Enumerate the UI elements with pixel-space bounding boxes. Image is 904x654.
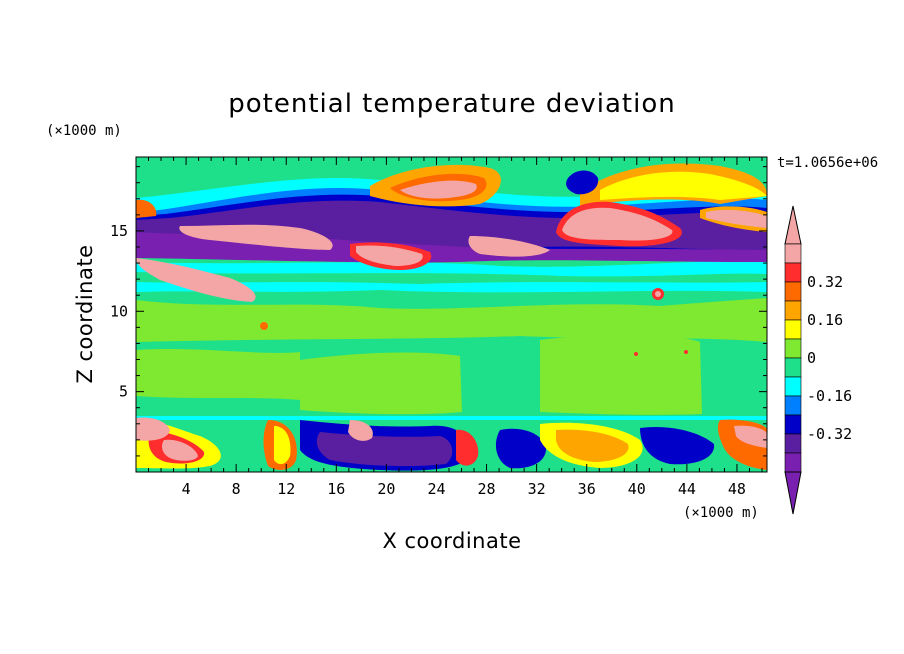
x-tick-label: 20 [377,480,395,498]
colorbar-swatch [784,281,802,302]
pink-lower-3 [348,420,373,441]
speck-4 [684,350,688,354]
red-lower-4 [456,429,479,466]
x-tick-label: 32 [528,480,546,498]
x-tick-label: 28 [478,480,496,498]
contour-field [136,157,767,472]
pink-filament-4 [468,236,550,257]
y-tick-label: 10 [110,302,128,320]
speck-2 [260,322,268,330]
colorbar-label: 0 [807,349,816,367]
colorbar-swatch [784,357,802,378]
colorbar-swatch [784,452,802,473]
x-tick-label: 40 [628,480,646,498]
y-unit-label: (×1000 m) [46,123,122,139]
speck-1-core [655,291,661,297]
pink-blob-upper-3 [562,207,673,241]
green-patch-right [540,334,702,415]
orange-left-edge [136,199,157,218]
colorbar-swatch [784,414,802,435]
colorbar-swatch [784,433,802,454]
navy-lower-6 [640,426,715,465]
colorbar-swatch [784,319,802,340]
pink-lower-edge [136,417,170,441]
colorbar-label: -0.16 [807,387,852,405]
cyan-line-low [136,416,767,420]
pink-filament-3 [356,245,423,266]
colorbar: 0.32 0.16 0 -0.16 -0.32 [784,205,852,515]
colorbar-swatch [784,338,802,359]
time-label: t=1.0656e+06 [777,155,878,171]
x-tick-label: 44 [678,480,696,498]
x-tick-label: 48 [728,480,746,498]
colorbar-label: 0.16 [807,311,843,329]
pink-blob-upper-1 [400,180,477,199]
purple-lower-3 [316,432,453,467]
x-tick-label: 16 [327,480,345,498]
green-stripe [136,272,767,284]
green-patch-center [300,352,462,415]
speck-3 [634,352,638,356]
pink-filament-1 [179,224,333,250]
pink-filament-2 [136,258,256,302]
x-tick-label: 36 [578,480,596,498]
yellow-lower-2 [274,426,291,465]
navy-lower-4 [495,428,547,469]
colorbar-swatch [784,395,802,416]
pink-lower-7 [734,425,767,448]
colorbar-swatch [784,376,802,397]
orange-lower-5 [556,429,629,462]
colorbar-swatch [784,300,802,321]
yellow-blob-upper-2 [600,171,767,200]
x-tick-label: 4 [182,480,191,498]
y-tick-label: 5 [119,383,128,401]
green-patch-left [136,349,300,400]
x-unit-label: (×1000 m) [683,505,759,521]
colorbar-label: -0.32 [807,425,852,443]
colorbar-swatch [784,243,802,264]
x-tick-label: 12 [277,480,295,498]
y-tick-label: 15 [110,222,128,240]
plot-frame [135,156,768,473]
y-axis-label: Z coordinate [73,244,97,383]
chart-title: potential temperature deviation [228,89,675,119]
pink-lower-1 [162,439,198,461]
x-axis-label: X coordinate [382,529,521,553]
green-band-upper [136,298,767,342]
colorbar-extend-low [784,471,802,515]
x-tick-label: 8 [232,480,241,498]
pink-filament-5 [706,209,767,228]
navy-spot [566,170,599,195]
colorbar-swatch [784,262,802,283]
x-tick-label: 24 [427,480,445,498]
colorbar-extend-high [784,205,802,245]
colorbar-label: 0.32 [807,273,843,291]
